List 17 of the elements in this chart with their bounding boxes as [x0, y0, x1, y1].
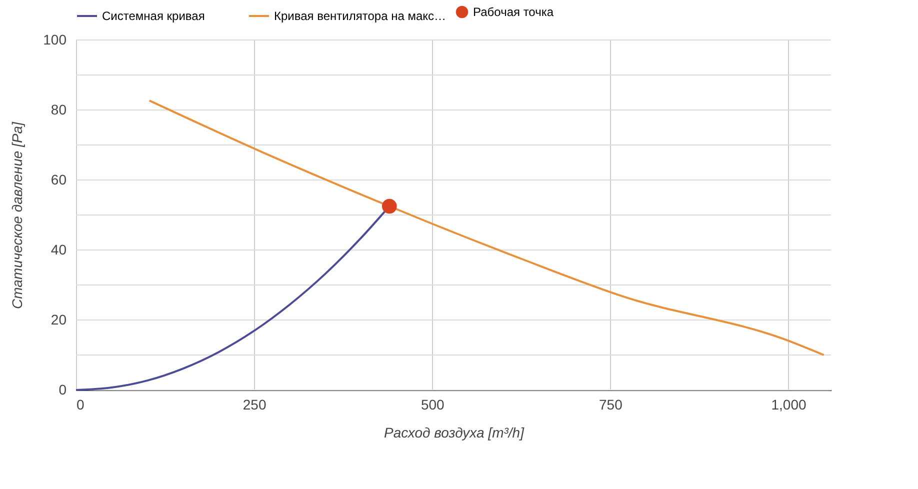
- x-tick-label: 0: [76, 396, 84, 412]
- x-tick-label: 1,000: [771, 396, 806, 412]
- x-tick-label: 250: [242, 396, 266, 412]
- legend-label: Рабочая точка: [473, 5, 554, 19]
- x-axis-title: Расход воздуха [m³/h]: [384, 424, 526, 440]
- legend-label: Кривая вентилятора на макс…: [274, 9, 446, 23]
- x-tick-label: 500: [420, 396, 445, 412]
- y-tick-label: 80: [50, 102, 67, 118]
- legend-label: Системная кривая: [102, 9, 205, 23]
- y-axis-title: Статическое давление [Pa]: [9, 120, 26, 309]
- line-series: [148, 100, 825, 356]
- x-tick-label: 750: [599, 396, 623, 412]
- y-tick-label: 60: [50, 172, 67, 188]
- y-tick-label: 40: [50, 242, 67, 258]
- y-tick-label: 20: [50, 312, 67, 328]
- y-tick-label: 0: [58, 382, 67, 398]
- y-tick-label: 100: [43, 32, 67, 48]
